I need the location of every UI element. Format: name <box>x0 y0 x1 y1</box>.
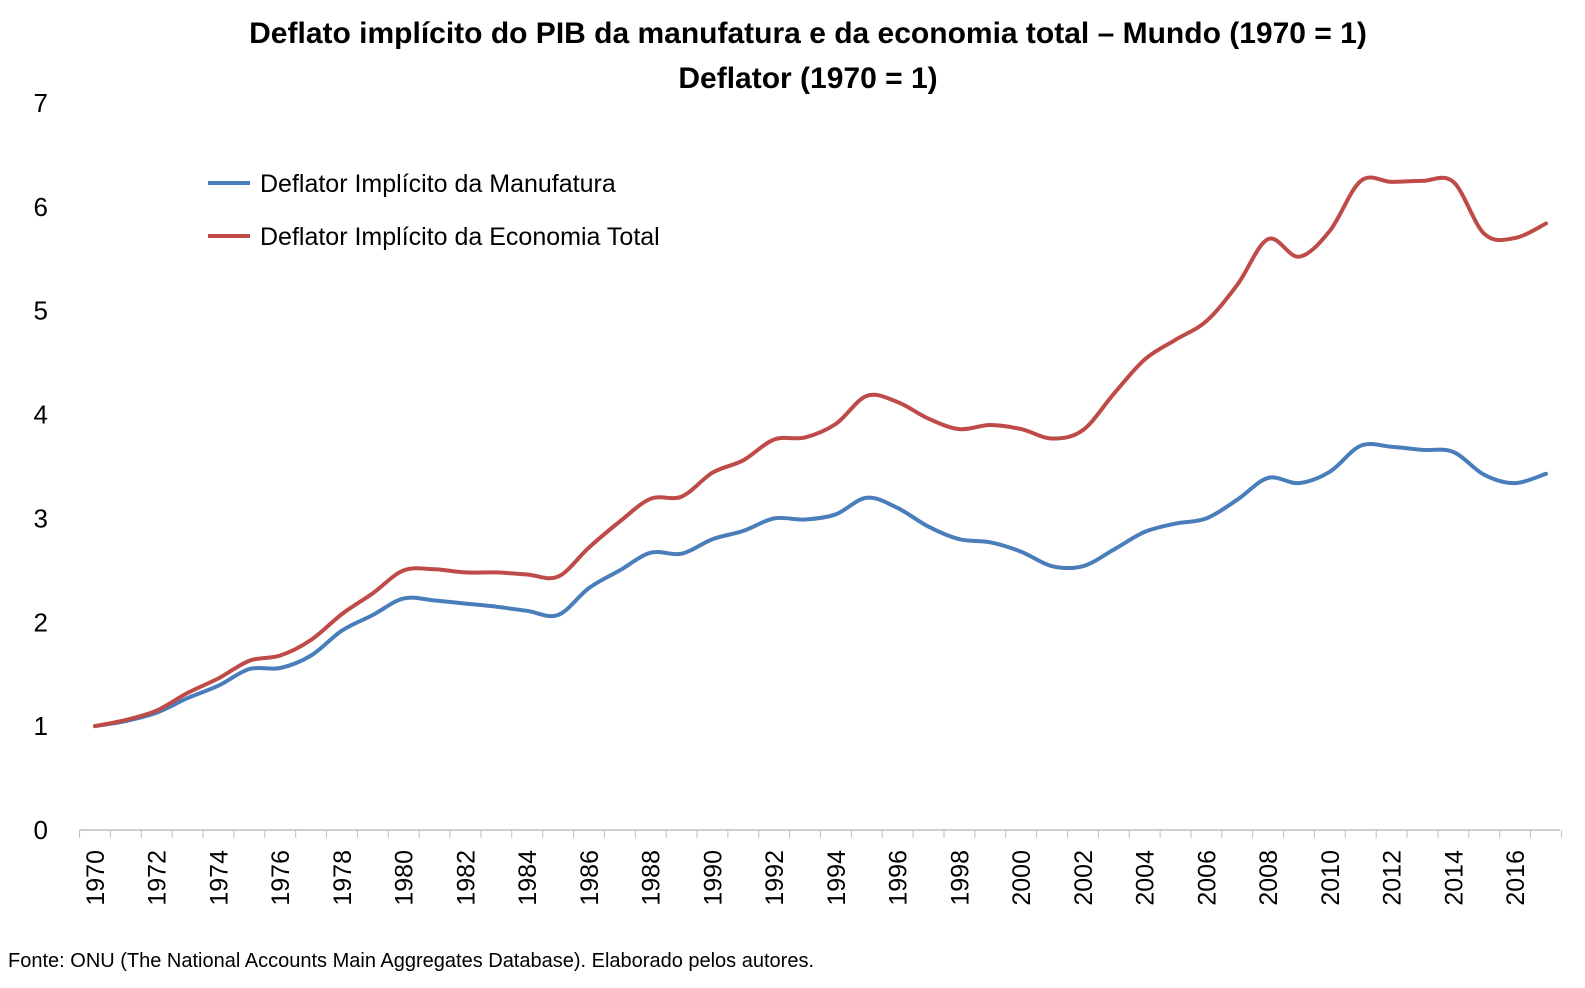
x-axis-tick-labels: 1970 1972 1974 1976 1978 1980 1982 1984 1986 1988… <box>82 850 1530 906</box>
x-tick-label: 1970 <box>82 850 110 906</box>
x-tick-label: 1984 <box>514 850 542 906</box>
source-note: Fonte: ONU (The National Accounts Main A… <box>8 950 815 972</box>
x-tick-label: 2002 <box>1070 850 1098 906</box>
y-tick-label: 5 <box>34 296 48 326</box>
legend-label-economia-total: Deflator Implícito da Economia Total <box>260 223 660 251</box>
y-tick-label: 3 <box>34 503 48 533</box>
x-tick-label: 2008 <box>1255 850 1283 906</box>
x-tick-label: 1982 <box>452 850 480 906</box>
x-tick-label: 1974 <box>205 850 233 906</box>
x-tick-label: 2004 <box>1132 850 1160 906</box>
y-tick-label: 1 <box>34 711 48 741</box>
y-tick-label: 4 <box>34 400 48 430</box>
x-tick-label: 1980 <box>391 850 419 906</box>
y-tick-label: 6 <box>34 192 48 222</box>
x-tick-label: 1994 <box>823 850 851 906</box>
y-axis-tick-labels: 0 1 2 3 4 5 6 7 <box>34 88 48 845</box>
x-tick-label: 1988 <box>638 850 666 906</box>
x-tick-label: 2000 <box>1008 850 1036 906</box>
x-tick-label: 1996 <box>885 850 913 906</box>
x-tick-label: 2006 <box>1193 850 1221 906</box>
x-tick-label: 1978 <box>329 850 357 906</box>
x-tick-label: 1998 <box>946 850 974 906</box>
x-tick-label: 1992 <box>761 850 789 906</box>
x-tick-label: 1976 <box>267 850 295 906</box>
legend: Deflator Implícito da Manufatura Deflato… <box>208 170 660 251</box>
y-tick-label: 0 <box>34 815 48 845</box>
x-tick-label: 2012 <box>1379 850 1407 906</box>
x-tick-label: 2016 <box>1502 850 1530 906</box>
x-tick-label: 1990 <box>699 850 727 906</box>
series-lines <box>93 175 1548 729</box>
series-line-manufatura <box>93 442 1548 729</box>
x-tick-label: 2014 <box>1440 850 1468 906</box>
y-tick-label: 7 <box>34 88 48 118</box>
x-tick-label: 1986 <box>576 850 604 906</box>
chart-title: Deflato implícito do PIB da manufatura e… <box>249 17 1367 50</box>
series-line-economia-total <box>93 175 1548 729</box>
legend-label-manufatura: Deflator Implícito da Manufatura <box>260 170 616 198</box>
x-axis-tick-marks <box>79 830 1562 838</box>
x-tick-label: 2010 <box>1317 850 1345 906</box>
chart-subtitle: Deflator (1970 = 1) <box>678 62 937 95</box>
x-tick-label: 1972 <box>144 850 172 906</box>
y-tick-label: 2 <box>34 607 48 637</box>
